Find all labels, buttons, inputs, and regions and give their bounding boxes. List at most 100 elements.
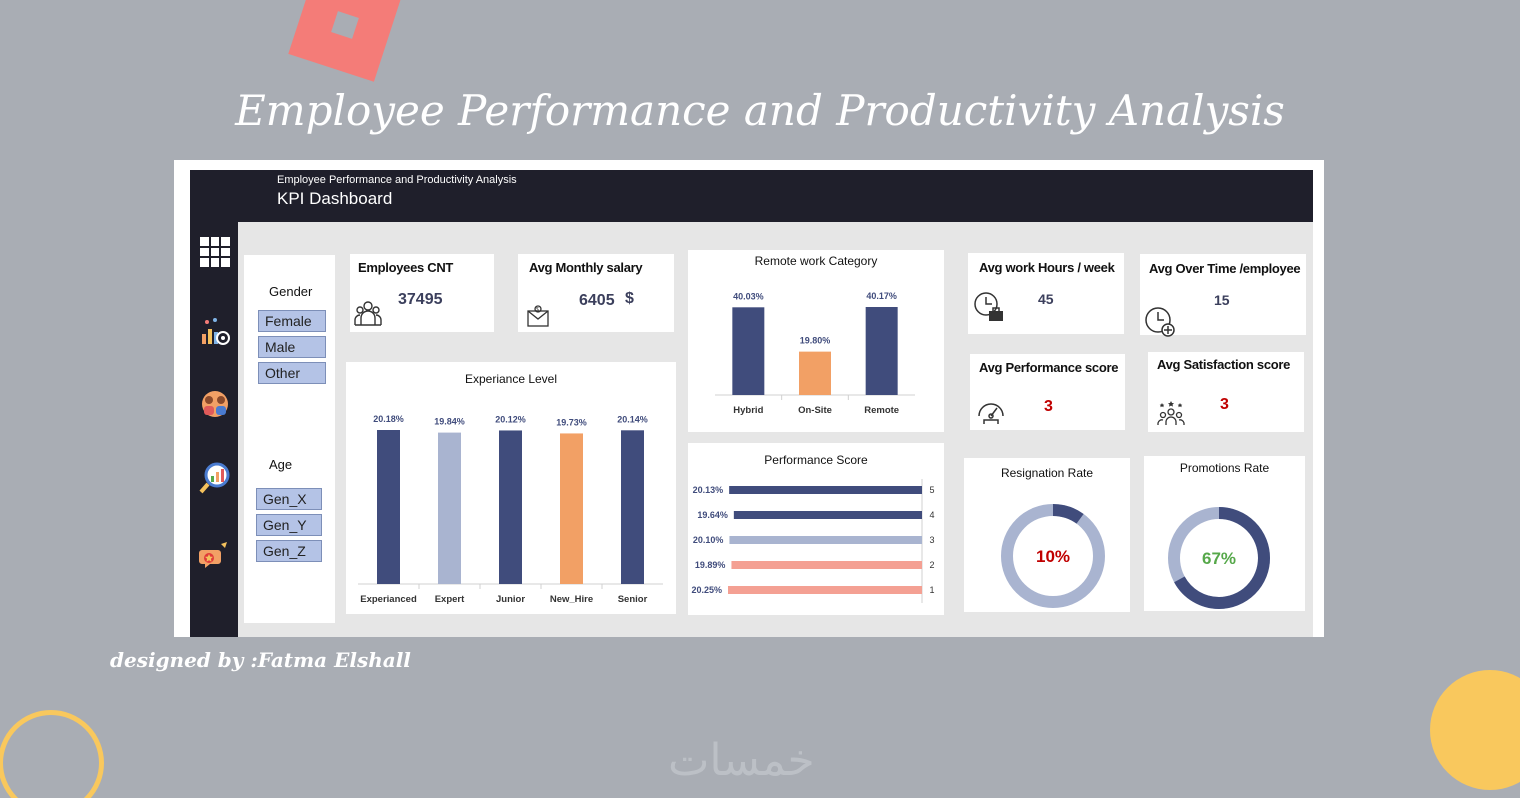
- data-label: 20.12%: [495, 414, 526, 424]
- team-icon[interactable]: [199, 388, 231, 420]
- bar-on-site: [799, 351, 831, 395]
- data-label: 20.10%: [693, 535, 724, 545]
- kpi-performance-card: Avg Performance score 3: [970, 354, 1125, 430]
- tick-label: 5: [929, 485, 934, 495]
- kpi-overtime-title: Avg Over Time /employee: [1149, 261, 1301, 276]
- decorative-circle: [1430, 670, 1520, 790]
- tick-label: Senior: [618, 594, 648, 605]
- bar-score-3: [729, 536, 922, 544]
- bar-hybrid: [732, 307, 765, 395]
- page-title: Employee Performance and Productivity An…: [235, 86, 1285, 135]
- age-slicer-title: Age: [269, 457, 293, 472]
- kpi-satisfaction-card: Avg Satisfaction score 3: [1148, 352, 1304, 432]
- bar-remote: [865, 307, 898, 395]
- age-option-gen-y[interactable]: Gen_Y: [256, 514, 322, 536]
- data-label: 20.25%: [691, 585, 722, 595]
- donut-slice: [1001, 504, 1105, 608]
- tick-label: 2: [929, 560, 934, 570]
- analytics-icon[interactable]: [199, 316, 231, 348]
- gender-option-other[interactable]: Other: [258, 362, 326, 384]
- tick-label: Hybrid: [733, 405, 763, 416]
- bar-junior: [499, 430, 522, 584]
- gender-slicer-title: Gender: [269, 284, 313, 299]
- gender-option-male[interactable]: Male: [258, 336, 326, 358]
- decorative-diamond: [288, 0, 402, 82]
- tick-label: 4: [929, 510, 934, 520]
- kpi-hours-value: 45: [1038, 291, 1054, 307]
- donut-label: 67%: [1202, 549, 1236, 568]
- kpi-salary-card: Avg Monthly salary $ 6405 $: [518, 254, 674, 332]
- data-label: 20.13%: [693, 485, 724, 495]
- tick-label: Expert: [435, 594, 465, 605]
- dashboard-header: Employee Performance and Productivity An…: [190, 170, 1313, 222]
- kpi-employees-card: Employees CNT 37495: [350, 254, 494, 332]
- data-label: 40.03%: [733, 291, 764, 301]
- bar-score-4: [733, 511, 922, 519]
- data-label: 19.73%: [556, 417, 587, 427]
- data-label: 19.84%: [434, 417, 465, 427]
- kpi-employees-value: 37495: [398, 291, 443, 308]
- data-label: 40.17%: [866, 291, 897, 301]
- data-label: 19.89%: [695, 560, 726, 570]
- bar-new_hire: [560, 433, 583, 584]
- data-label: 20.14%: [617, 414, 648, 424]
- kpi-salary-value: 6405: [579, 292, 615, 309]
- kpi-employees-title: Employees CNT: [358, 260, 454, 275]
- dashboard-subtitle: Employee Performance and Productivity An…: [277, 174, 517, 186]
- experience-level-card: Experiance Level 20.18% Experianced 19.84%…: [346, 362, 676, 614]
- remote-work-title: Remote work Category: [754, 254, 878, 268]
- kpi-salary-unit: $: [625, 290, 634, 307]
- bar-senior: [621, 430, 644, 584]
- side-nav: [190, 222, 238, 637]
- promotions-rate-card: Promotions Rate 67%: [1144, 456, 1305, 611]
- designer-credit: designed by :Fatma Elshall: [110, 648, 411, 672]
- kpi-hours-card: Avg work Hours / week 45: [968, 253, 1124, 334]
- people-icon: [354, 301, 382, 326]
- remote-work-card: Remote work Category 40.03% Hybrid 19.80% O…: [688, 250, 944, 432]
- kpi-performance-title: Avg Performance score: [979, 360, 1119, 375]
- dashboard-canvas: Employee Performance and Productivity An…: [190, 170, 1313, 637]
- svg-text:$: $: [536, 307, 539, 313]
- slicer-panel: Gender Female Male Other Age Gen_X Gen_Y…: [244, 255, 335, 623]
- tick-label: 1: [929, 585, 934, 595]
- kpi-salary-title: Avg Monthly salary: [529, 260, 643, 275]
- decorative-ring: [0, 710, 104, 798]
- performance-score-card: Performance Score 20.13% 5 19.64% 4 20.10% 3 1…: [688, 443, 944, 615]
- gauge-icon: [978, 403, 1004, 424]
- clock-plus-icon: [1145, 307, 1175, 337]
- gender-option-female[interactable]: Female: [258, 310, 326, 332]
- tick-label: On-Site: [798, 405, 832, 416]
- performance-score-title: Performance Score: [764, 453, 868, 467]
- people-stars-icon: [1157, 401, 1185, 425]
- tick-label: New_Hire: [550, 594, 593, 605]
- kpi-performance-value: 3: [1044, 398, 1053, 415]
- bar-experianced: [377, 430, 400, 584]
- experience-level-chart: 20.18% Experianced 19.84% Expert 20.12% Junio…: [358, 414, 663, 605]
- age-option-gen-x[interactable]: Gen_X: [256, 488, 322, 510]
- search-chart-icon[interactable]: [199, 462, 231, 494]
- experience-level-title: Experiance Level: [464, 372, 558, 386]
- tick-label: 3: [929, 535, 934, 545]
- tick-label: Remote: [864, 405, 899, 416]
- kpi-satisfaction-title: Avg Satisfaction score: [1157, 357, 1291, 372]
- data-label: 19.80%: [800, 336, 831, 346]
- watermark: خمسات: [668, 735, 815, 786]
- age-option-gen-z[interactable]: Gen_Z: [256, 540, 322, 562]
- chat-icon[interactable]: [199, 540, 231, 572]
- money-icon: $: [527, 305, 549, 327]
- promotions-rate-chart: 67%: [1168, 507, 1270, 609]
- data-label: 19.64%: [697, 510, 728, 520]
- dashboard-frame: Employee Performance and Productivity An…: [174, 160, 1324, 637]
- performance-score-chart: 20.13% 5 19.64% 4 20.10% 3 19.89% 2 20.25% 1: [691, 479, 935, 603]
- bar-score-1: [728, 586, 922, 594]
- remote-work-chart: 40.03% Hybrid 19.80% On-Site 40.17% Remote: [715, 291, 915, 416]
- donut-label: 10%: [1036, 547, 1070, 566]
- tick-label: Junior: [496, 594, 525, 605]
- resignation-rate-title: Resignation Rate: [1000, 466, 1094, 480]
- resignation-rate-card: Resignation Rate 10%: [964, 458, 1130, 612]
- data-label: 20.18%: [373, 414, 404, 424]
- clock-briefcase-icon: [974, 292, 1003, 321]
- tick-label: Experianced: [360, 594, 417, 605]
- grid-icon[interactable]: [199, 236, 231, 268]
- kpi-overtime-value: 15: [1214, 292, 1230, 308]
